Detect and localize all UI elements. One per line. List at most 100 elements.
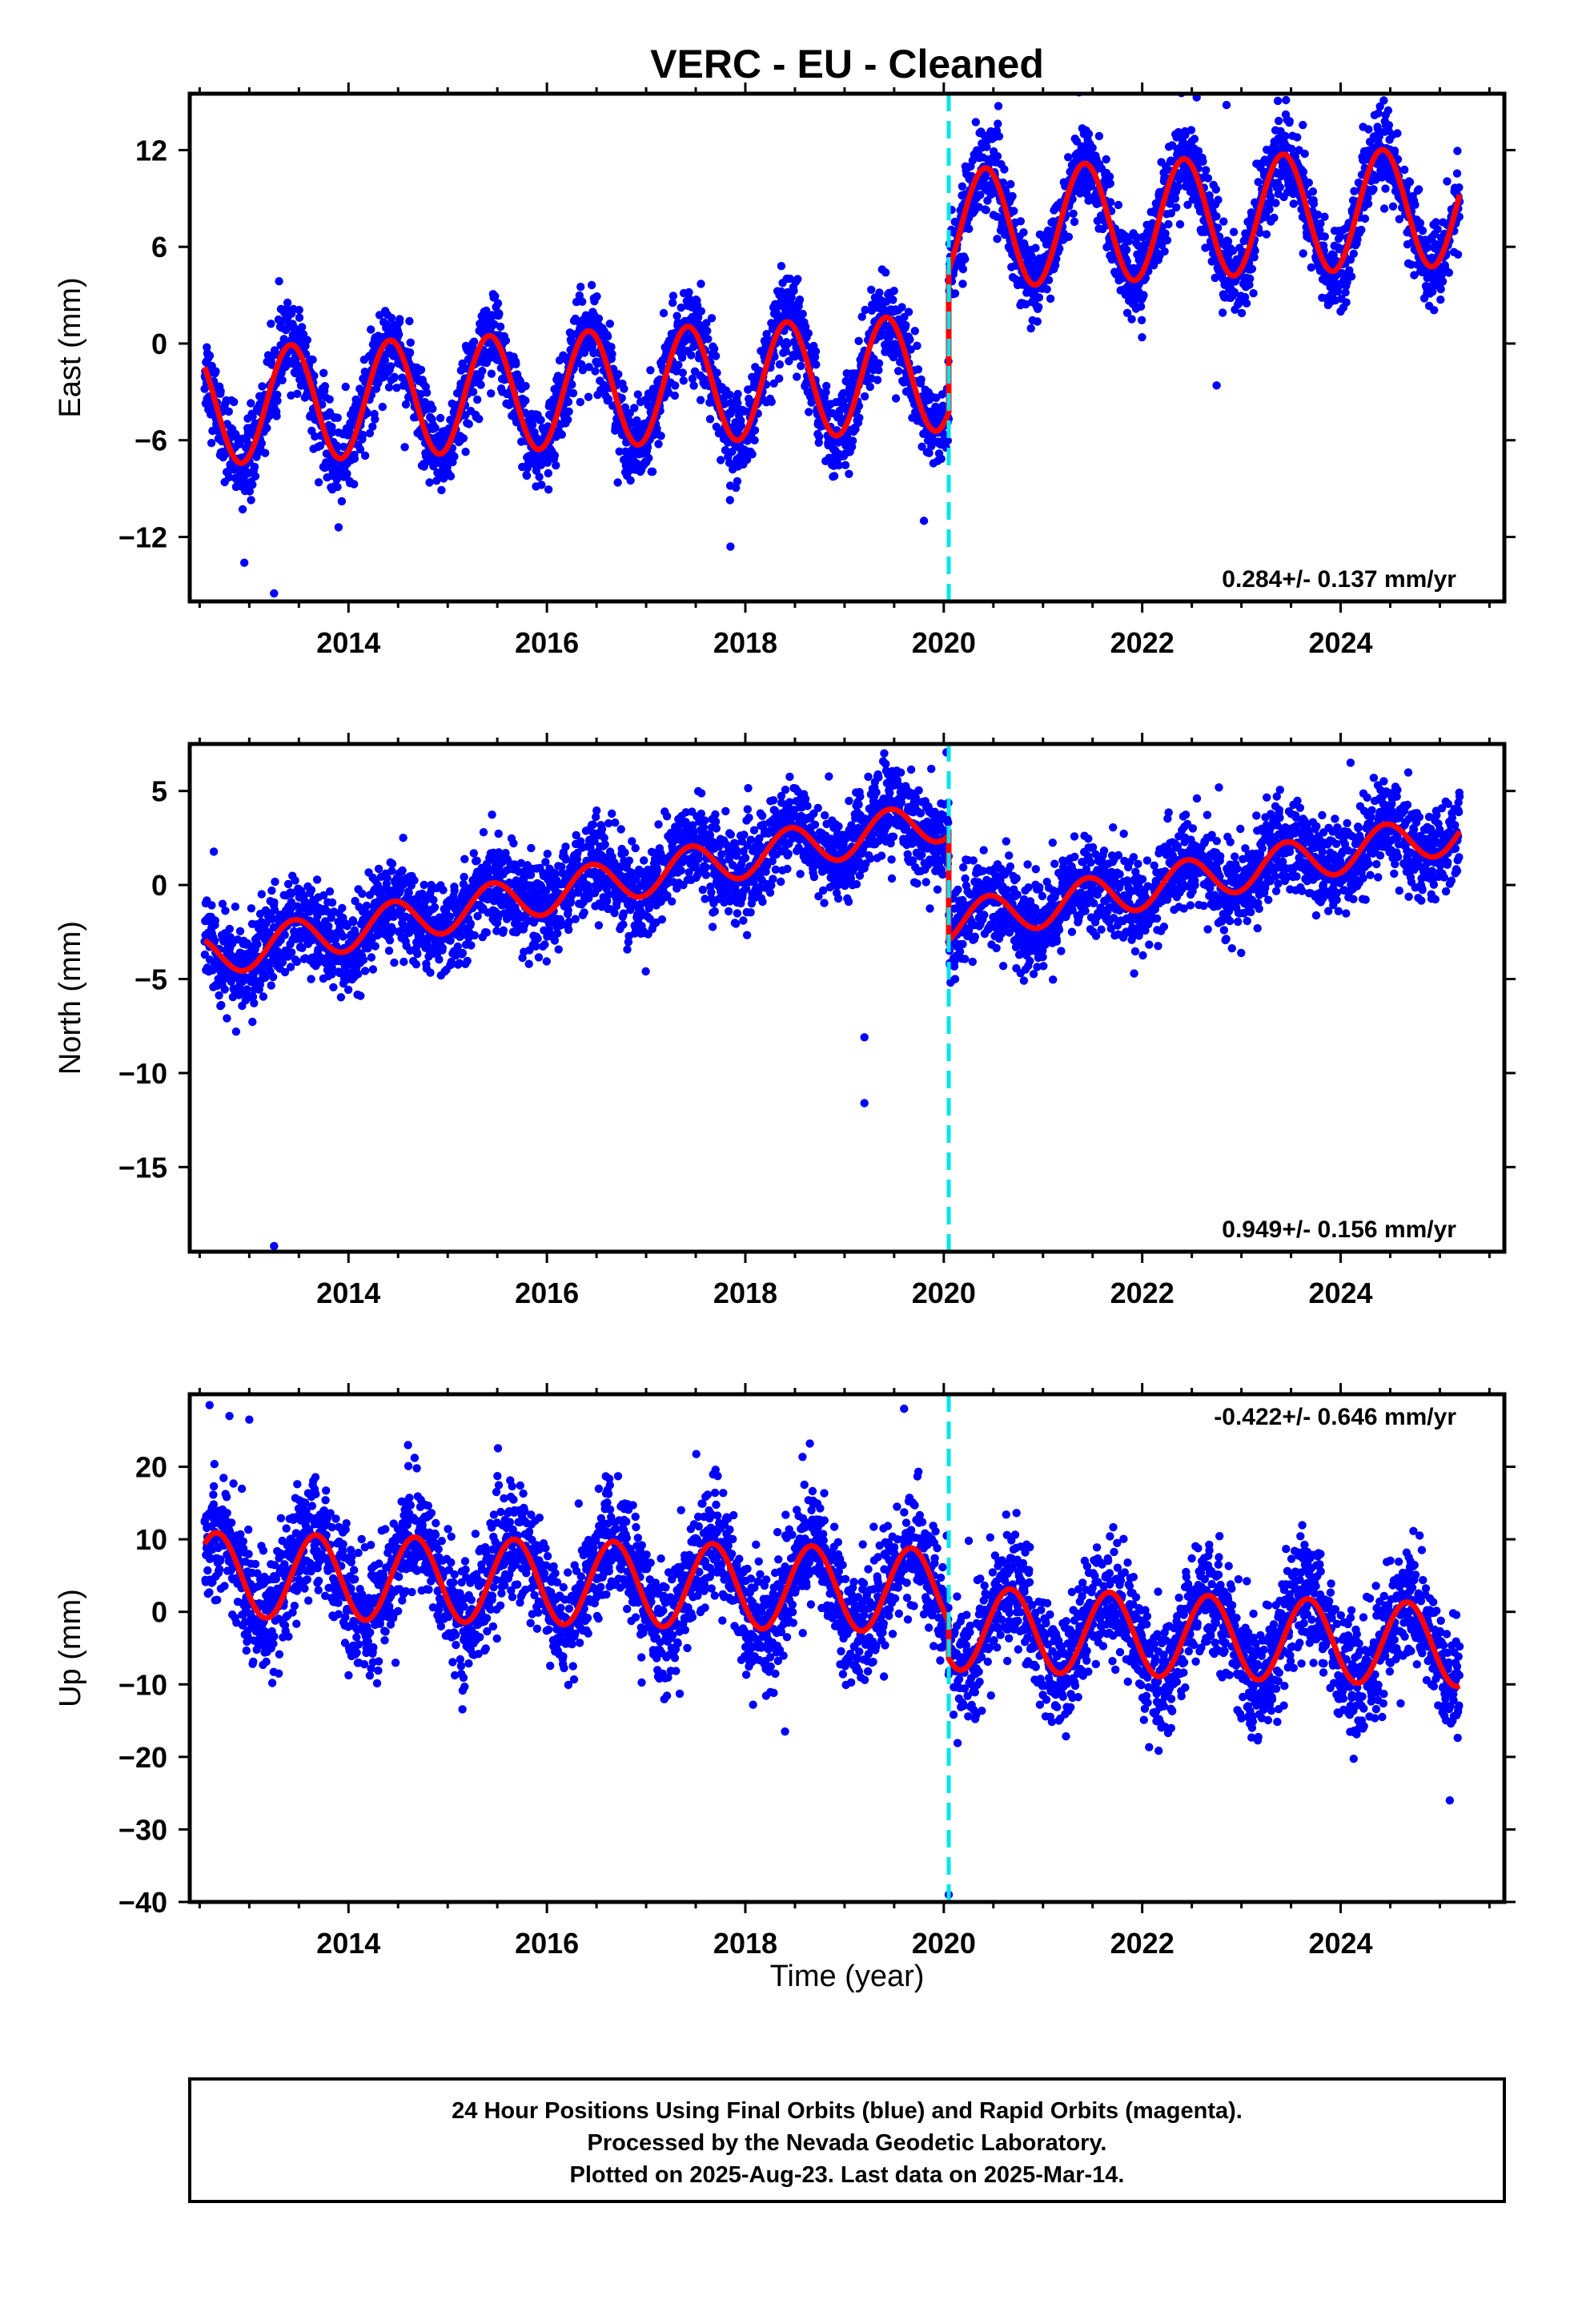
data-point (1304, 178, 1314, 187)
data-point (487, 389, 496, 398)
data-point (709, 344, 719, 353)
data-point (812, 360, 821, 369)
data-point (490, 320, 499, 329)
data-point (416, 365, 426, 374)
data-point (1281, 131, 1290, 141)
data-point (1282, 95, 1291, 105)
data-point (313, 911, 322, 921)
y-axis-label: East (mm) (54, 277, 87, 417)
data-point (437, 485, 446, 495)
data-point (478, 367, 487, 376)
data-point (1242, 299, 1251, 308)
data-point (1127, 315, 1136, 324)
data-point (669, 292, 678, 300)
data-point (1223, 237, 1233, 246)
data-point (1031, 243, 1040, 252)
data-point (707, 314, 717, 323)
data-point (961, 255, 970, 263)
data-point (392, 384, 401, 392)
data-point (1148, 219, 1157, 227)
data-point (275, 277, 283, 286)
data-point (210, 936, 219, 945)
data-point (958, 279, 967, 288)
data-point (664, 388, 673, 397)
data-point (280, 967, 290, 977)
figure-title: VERC - EU - Cleaned (650, 42, 1044, 86)
outlier-point (270, 589, 279, 598)
data-point (1006, 179, 1015, 189)
rate-label: 0.284+/- 0.137 mm/yr (1222, 566, 1456, 593)
data-point (1162, 235, 1172, 245)
data-point (1219, 308, 1227, 317)
data-point (578, 297, 587, 306)
data-point (390, 958, 399, 967)
y-tick-label: −12 (118, 521, 167, 553)
data-point (400, 957, 408, 967)
data-point (1122, 257, 1132, 266)
data-point (528, 420, 537, 429)
data-point (689, 381, 698, 390)
data-point (1308, 187, 1318, 196)
data-point (1021, 242, 1030, 251)
y-tick-label: 0 (151, 328, 167, 360)
data-point (223, 1014, 231, 1023)
data-point (1374, 109, 1383, 118)
data-point (470, 337, 479, 346)
data-point (532, 466, 541, 475)
plot-frame (187, 91, 1507, 604)
data-point (339, 932, 347, 941)
data-point (325, 887, 335, 896)
data-point (496, 322, 505, 332)
data-point (230, 397, 239, 407)
data-point (1271, 199, 1280, 207)
data-point (261, 973, 270, 983)
data-point (1026, 324, 1035, 333)
data-point (1274, 116, 1283, 126)
outlier-point (919, 517, 929, 525)
data-point (360, 451, 370, 460)
data-point (1395, 215, 1404, 223)
data-point (250, 999, 259, 1007)
data-point (1433, 225, 1442, 234)
data-point (705, 415, 715, 424)
data-point (395, 330, 404, 339)
data-point (1068, 195, 1077, 203)
data-point (1088, 143, 1097, 152)
data-point (855, 413, 864, 422)
x-tick-label: 2016 (515, 626, 579, 659)
data-point (278, 376, 287, 384)
data-point (814, 432, 824, 441)
data-point (386, 362, 396, 371)
data-point (1436, 284, 1445, 294)
data-point (221, 907, 230, 915)
data-point (425, 478, 434, 487)
data-point (1211, 185, 1221, 194)
data-point (805, 408, 813, 416)
data-point (1262, 211, 1271, 220)
data-point (1415, 219, 1425, 227)
data-point (544, 468, 552, 478)
model-curve (202, 147, 1463, 466)
data-point (1309, 199, 1319, 208)
data-point (1052, 255, 1061, 263)
data-point (958, 182, 967, 191)
data-point (384, 383, 394, 392)
data-point (861, 305, 869, 315)
data-point (998, 178, 1008, 187)
data-point (974, 203, 983, 211)
data-point (333, 413, 342, 422)
data-point (245, 487, 255, 496)
data-point (1016, 217, 1026, 226)
data-point (248, 1017, 257, 1027)
data-point (994, 132, 1004, 141)
data-point (436, 413, 445, 423)
x-tick-label: 2022 (1110, 626, 1174, 659)
data-point (1046, 294, 1055, 304)
data-point (224, 407, 233, 416)
x-tick-label: 2024 (1308, 626, 1372, 659)
data-point (1034, 293, 1044, 302)
data-point (704, 335, 713, 344)
data-point (725, 496, 734, 505)
data-point (910, 327, 920, 336)
data-point (1070, 217, 1079, 227)
